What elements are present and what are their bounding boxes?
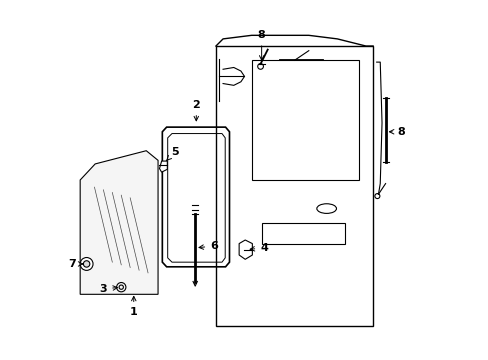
Text: 5: 5 — [166, 147, 178, 161]
Text: 2: 2 — [192, 100, 200, 121]
Polygon shape — [239, 240, 252, 259]
Text: 4: 4 — [250, 243, 267, 253]
Text: 8: 8 — [388, 127, 405, 137]
Polygon shape — [80, 151, 158, 294]
Text: 1: 1 — [130, 296, 137, 317]
Circle shape — [80, 257, 93, 270]
Text: 8: 8 — [257, 30, 265, 60]
Text: 7: 7 — [68, 259, 82, 269]
Polygon shape — [159, 161, 167, 172]
Text: 3: 3 — [100, 284, 117, 294]
Text: 6: 6 — [199, 241, 218, 251]
Circle shape — [83, 261, 90, 267]
